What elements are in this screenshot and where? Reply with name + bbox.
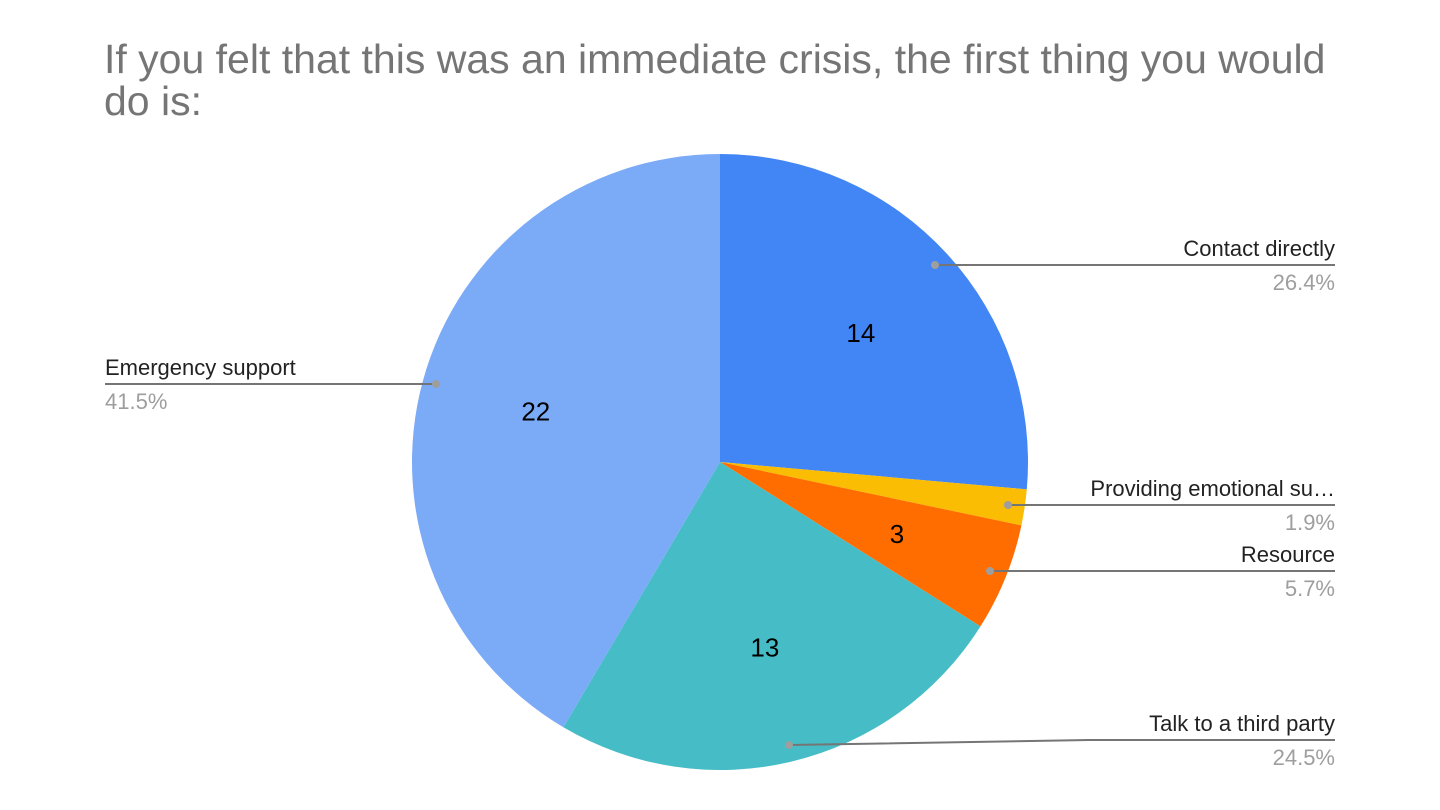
slice-contact-directly <box>720 154 1028 490</box>
leader-dot-contact-directly <box>931 261 939 269</box>
value-label-emergency-support: 22 <box>521 397 550 427</box>
percent-label-providing-emotional-su: 1.9% <box>1285 510 1335 535</box>
category-label-contact-directly: Contact directly <box>1183 236 1335 261</box>
slice-talk-to-a-third-party <box>563 462 981 771</box>
value-label-contact-directly: 14 <box>846 318 875 348</box>
percent-label-contact-directly: 26.4% <box>1273 270 1335 295</box>
category-label-emergency-support: Emergency support <box>105 355 296 380</box>
percent-label-emergency-support: 41.5% <box>105 389 167 414</box>
leader-dot-talk-to-a-third-party <box>785 741 793 749</box>
slice-value-labels: 14 3 13 22 <box>521 318 904 663</box>
category-label-resource: Resource <box>1241 542 1335 567</box>
slice-providing-emotional-su <box>720 462 1027 526</box>
percent-label-talk-to-a-third-party: 24.5% <box>1273 745 1335 770</box>
leader-dot-emergency-support <box>432 380 440 388</box>
leader-lines: Contact directly 26.4% Providing emotional… <box>105 236 1335 770</box>
percent-label-resource: 5.7% <box>1285 576 1335 601</box>
leader-dot-resource <box>986 567 994 575</box>
value-label-talk-to-a-third-party: 13 <box>750 633 779 663</box>
leader-dot-providing-emotional-su <box>1004 501 1012 509</box>
pie-slices <box>412 154 1028 771</box>
value-label-resource: 3 <box>890 519 904 549</box>
category-label-providing-emotional-su: Providing emotional su… <box>1090 476 1335 501</box>
leader-line-talk-to-a-third-party <box>788 739 1335 746</box>
slice-emergency-support <box>412 154 720 728</box>
slice-resource <box>720 462 1022 627</box>
category-label-talk-to-a-third-party: Talk to a third party <box>1149 711 1335 736</box>
chart-title: If you felt that this was an immediate c… <box>104 36 1326 124</box>
